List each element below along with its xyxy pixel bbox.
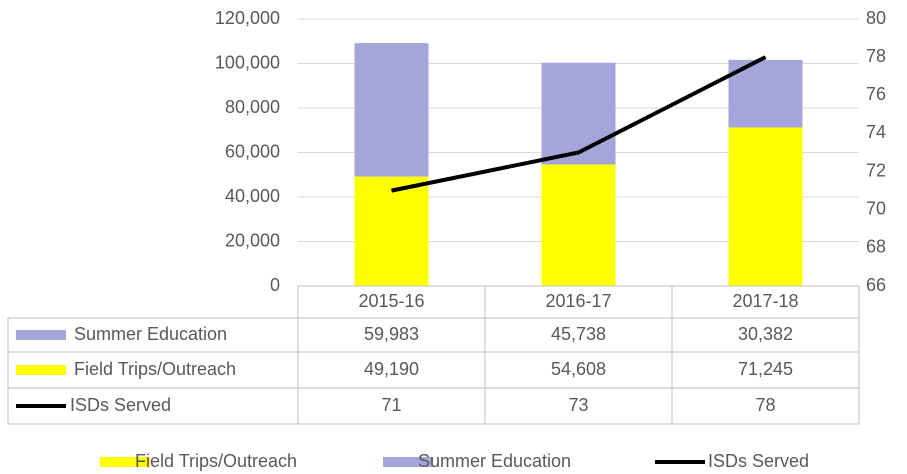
y2-tick-label: 68 xyxy=(866,237,886,257)
y-tick-label: 0 xyxy=(270,275,280,295)
table-cell: 49,190 xyxy=(364,359,419,379)
legend-key xyxy=(100,457,150,467)
y-tick-label: 100,000 xyxy=(215,52,280,72)
y-tick-label: 20,000 xyxy=(225,230,280,250)
table-cell: 30,382 xyxy=(738,324,793,344)
legend-key xyxy=(383,457,433,467)
y2-tick-label: 72 xyxy=(866,160,886,180)
y2-tick-label: 66 xyxy=(866,275,886,295)
bar xyxy=(354,176,429,286)
table-cell: 71 xyxy=(381,395,401,415)
table-row-label: ISDs Served xyxy=(70,395,171,415)
legend-label: Field Trips/Outreach xyxy=(135,451,297,471)
line xyxy=(391,55,767,193)
table-key xyxy=(16,365,66,375)
x-tick-label: 2015-16 xyxy=(358,291,424,311)
table-key xyxy=(16,330,66,340)
bar xyxy=(728,127,803,286)
x-tick-label: 2016-17 xyxy=(545,291,611,311)
table-row-label: Field Trips/Outreach xyxy=(74,359,236,379)
y-tick-label: 40,000 xyxy=(225,186,280,206)
y2-tick-label: 76 xyxy=(866,84,886,104)
table-cell: 54,608 xyxy=(551,359,606,379)
y2-tick-label: 78 xyxy=(866,46,886,66)
table-cell: 71,245 xyxy=(738,359,793,379)
y-tick-label: 60,000 xyxy=(225,141,280,161)
x-tick-label: 2017-18 xyxy=(732,291,798,311)
table-cell: 78 xyxy=(755,395,775,415)
bar xyxy=(354,43,429,177)
table-cell: 45,738 xyxy=(551,324,606,344)
legend-label: ISDs Served xyxy=(708,451,809,471)
table-cell: 73 xyxy=(568,395,588,415)
y-tick-label: 80,000 xyxy=(225,97,280,117)
table-row-label: Summer Education xyxy=(74,324,227,344)
y2-tick-label: 74 xyxy=(866,122,886,142)
table-cell: 59,983 xyxy=(364,324,419,344)
y2-tick-label: 80 xyxy=(866,8,886,28)
bar xyxy=(541,62,616,165)
bar xyxy=(541,164,616,286)
y-tick-label: 120,000 xyxy=(215,8,280,28)
legend-label: Summer Education xyxy=(418,451,571,471)
y2-tick-label: 70 xyxy=(866,198,886,218)
